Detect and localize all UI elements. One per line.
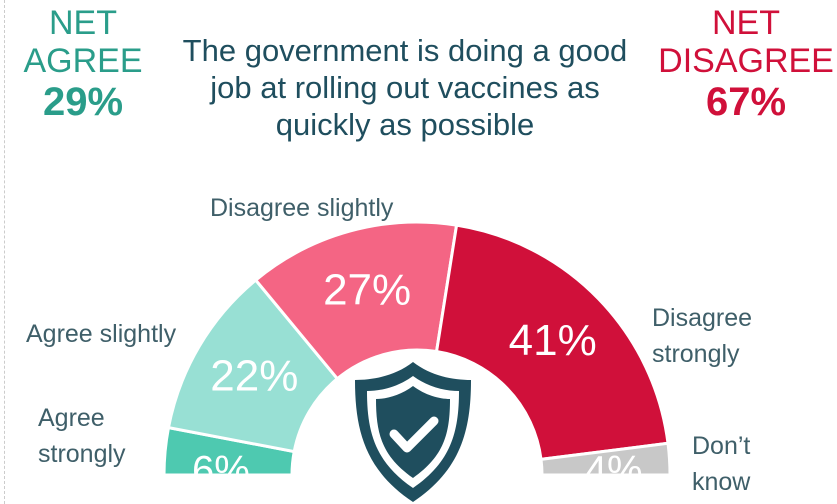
value-label-don-t-know: 4% <box>585 449 643 493</box>
shield-check-icon <box>355 362 471 502</box>
slice-don-t-know <box>539 441 672 477</box>
slices-group <box>162 220 672 477</box>
value-label-disagree-strongly: 41% <box>509 316 597 365</box>
category-label-disagree-slightly: Disagree slightly <box>210 194 394 222</box>
net-disagree-label-line1: NET <box>712 4 780 42</box>
net-agree-value: 29% <box>42 80 124 125</box>
value-label-agree-slightly: 22% <box>210 351 298 400</box>
net-agree-label-line2: AGREE <box>23 42 143 81</box>
divider-line <box>4 0 5 504</box>
category-label-agree-slightly: Agree slightly <box>26 320 177 348</box>
category-label-agree-strongly-text: Agree strongly <box>38 404 126 469</box>
value-label-disagree-slightly: 27% <box>323 265 411 314</box>
value-label-agree-strongly: 6% <box>192 449 250 493</box>
chart-title: The government is doing a good job at ro… <box>182 33 628 143</box>
category-label-agree-strongly: Agree strongly <box>38 400 148 473</box>
net-agree-label-line1: NET <box>49 4 117 42</box>
net-disagree-value: 67% <box>705 80 787 125</box>
category-label-dont-know: Don’t know <box>692 432 751 497</box>
net-disagree-block: NET DISAGREE 67% <box>656 4 836 125</box>
net-disagree-label-line2: DISAGREE <box>658 42 834 81</box>
slice-disagree-strongly <box>434 223 670 462</box>
net-agree-block: NET AGREE 29% <box>18 4 148 125</box>
category-label-disagree-strongly: Disagree strongly <box>652 304 753 369</box>
value-labels-group: 6% 22% 27% 41% 4% <box>192 265 643 492</box>
slice-disagree-slightly <box>253 220 459 381</box>
